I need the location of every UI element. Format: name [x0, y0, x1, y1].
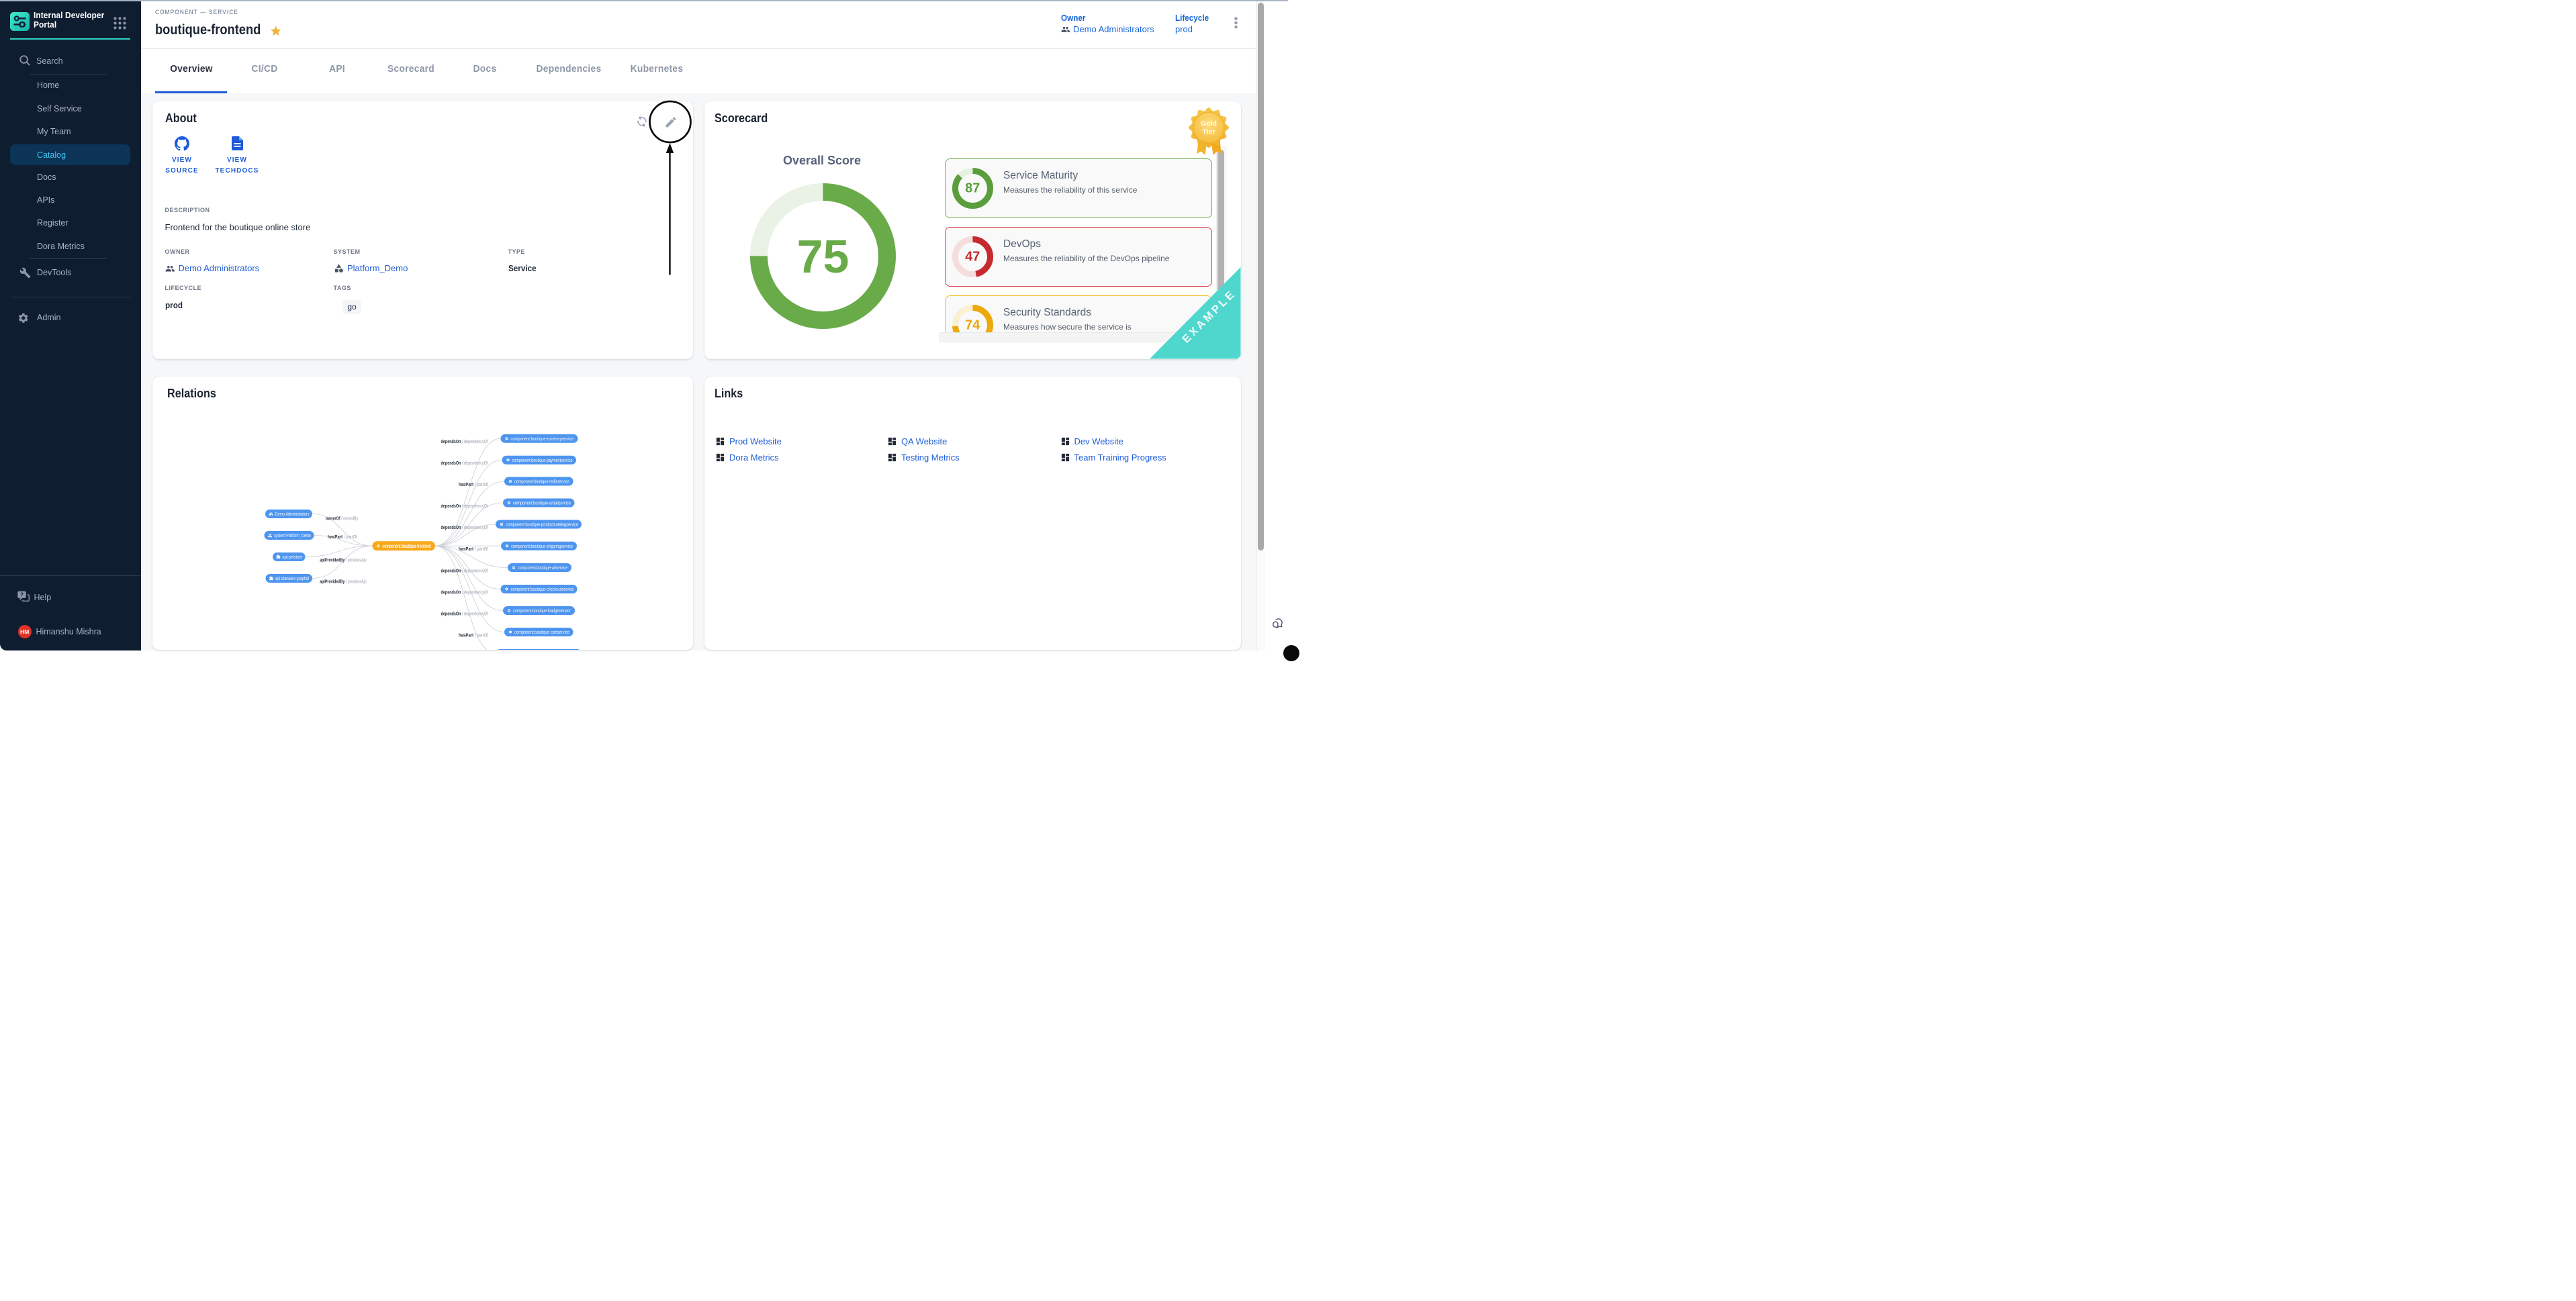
- svg-text:Demo Administrators: Demo Administrators: [275, 511, 310, 517]
- svg-text:component:boutique-adservice: component:boutique-adservice: [518, 565, 567, 571]
- svg-text:component:boutique-loadgenerat: component:boutique-loadgenerator: [513, 608, 571, 614]
- svg-text:component:boutique-currencyser: component:boutique-currencyservice: [511, 436, 574, 442]
- svg-text:component:boutique-productcata: component:boutique-productcatalogservice: [506, 521, 578, 527]
- svg-text:api:petstore: api:petstore: [283, 554, 303, 560]
- svg-text:apiProvidedBy / providesApi: apiProvidedBy / providesApi: [320, 578, 367, 584]
- svg-text:dependsOn / dependencyOf: dependsOn / dependencyOf: [441, 589, 489, 595]
- svg-text:hasPart / partOf: hasPart / partOf: [459, 546, 489, 552]
- svg-text:component:boutique-cartservice: component:boutique-cartservice: [514, 629, 569, 635]
- svg-text:Gold: Gold: [1201, 119, 1217, 128]
- svg-text:component:boutique-checkoutser: component:boutique-checkoutservice: [511, 586, 574, 592]
- svg-text:75: 75: [796, 230, 849, 283]
- svg-text:component:boutique-paymentserv: component:boutique-paymentservice: [512, 457, 573, 463]
- svg-text:component:boutique-redisservic: component:boutique-redisservice: [514, 478, 569, 484]
- svg-text:apiProvidedBy / providesApi: apiProvidedBy / providesApi: [320, 557, 367, 563]
- svg-text:component:boutique-frontend: component:boutique-frontend: [383, 543, 431, 549]
- svg-text:hasPart / partOf: hasPart / partOf: [459, 632, 489, 638]
- svg-text:component:boutique-emailservic: component:boutique-emailservice: [513, 499, 571, 505]
- svg-text:ownerOf / ownedBy: ownerOf / ownedBy: [326, 515, 359, 521]
- svg-text:dependsOn / dependencyOf: dependsOn / dependencyOf: [441, 524, 489, 530]
- svg-text:Tier: Tier: [1202, 128, 1215, 136]
- svg-text:component:boutique-shippingser: component:boutique-shippingservice: [511, 542, 573, 548]
- svg-text:dependsOn / dependencyOf: dependsOn / dependencyOf: [441, 567, 489, 573]
- svg-text:?: ?: [20, 591, 24, 597]
- svg-text:dependsOn / dependencyOf: dependsOn / dependencyOf: [441, 460, 489, 466]
- svg-text:dependsOn / dependencyOf: dependsOn / dependencyOf: [441, 610, 489, 616]
- svg-text:api:starwars-graphql: api:starwars-graphql: [275, 575, 309, 581]
- svg-text:dependsOn / dependencyOf: dependsOn / dependencyOf: [441, 502, 489, 508]
- svg-text:hasPart / partOf: hasPart / partOf: [328, 534, 358, 540]
- svg-text:system:Platform_Demo: system:Platform_Demo: [274, 532, 311, 538]
- svg-text:dependsOn / dependencyOf: dependsOn / dependencyOf: [441, 438, 489, 444]
- svg-text:hasPart / partOf: hasPart / partOf: [459, 481, 489, 487]
